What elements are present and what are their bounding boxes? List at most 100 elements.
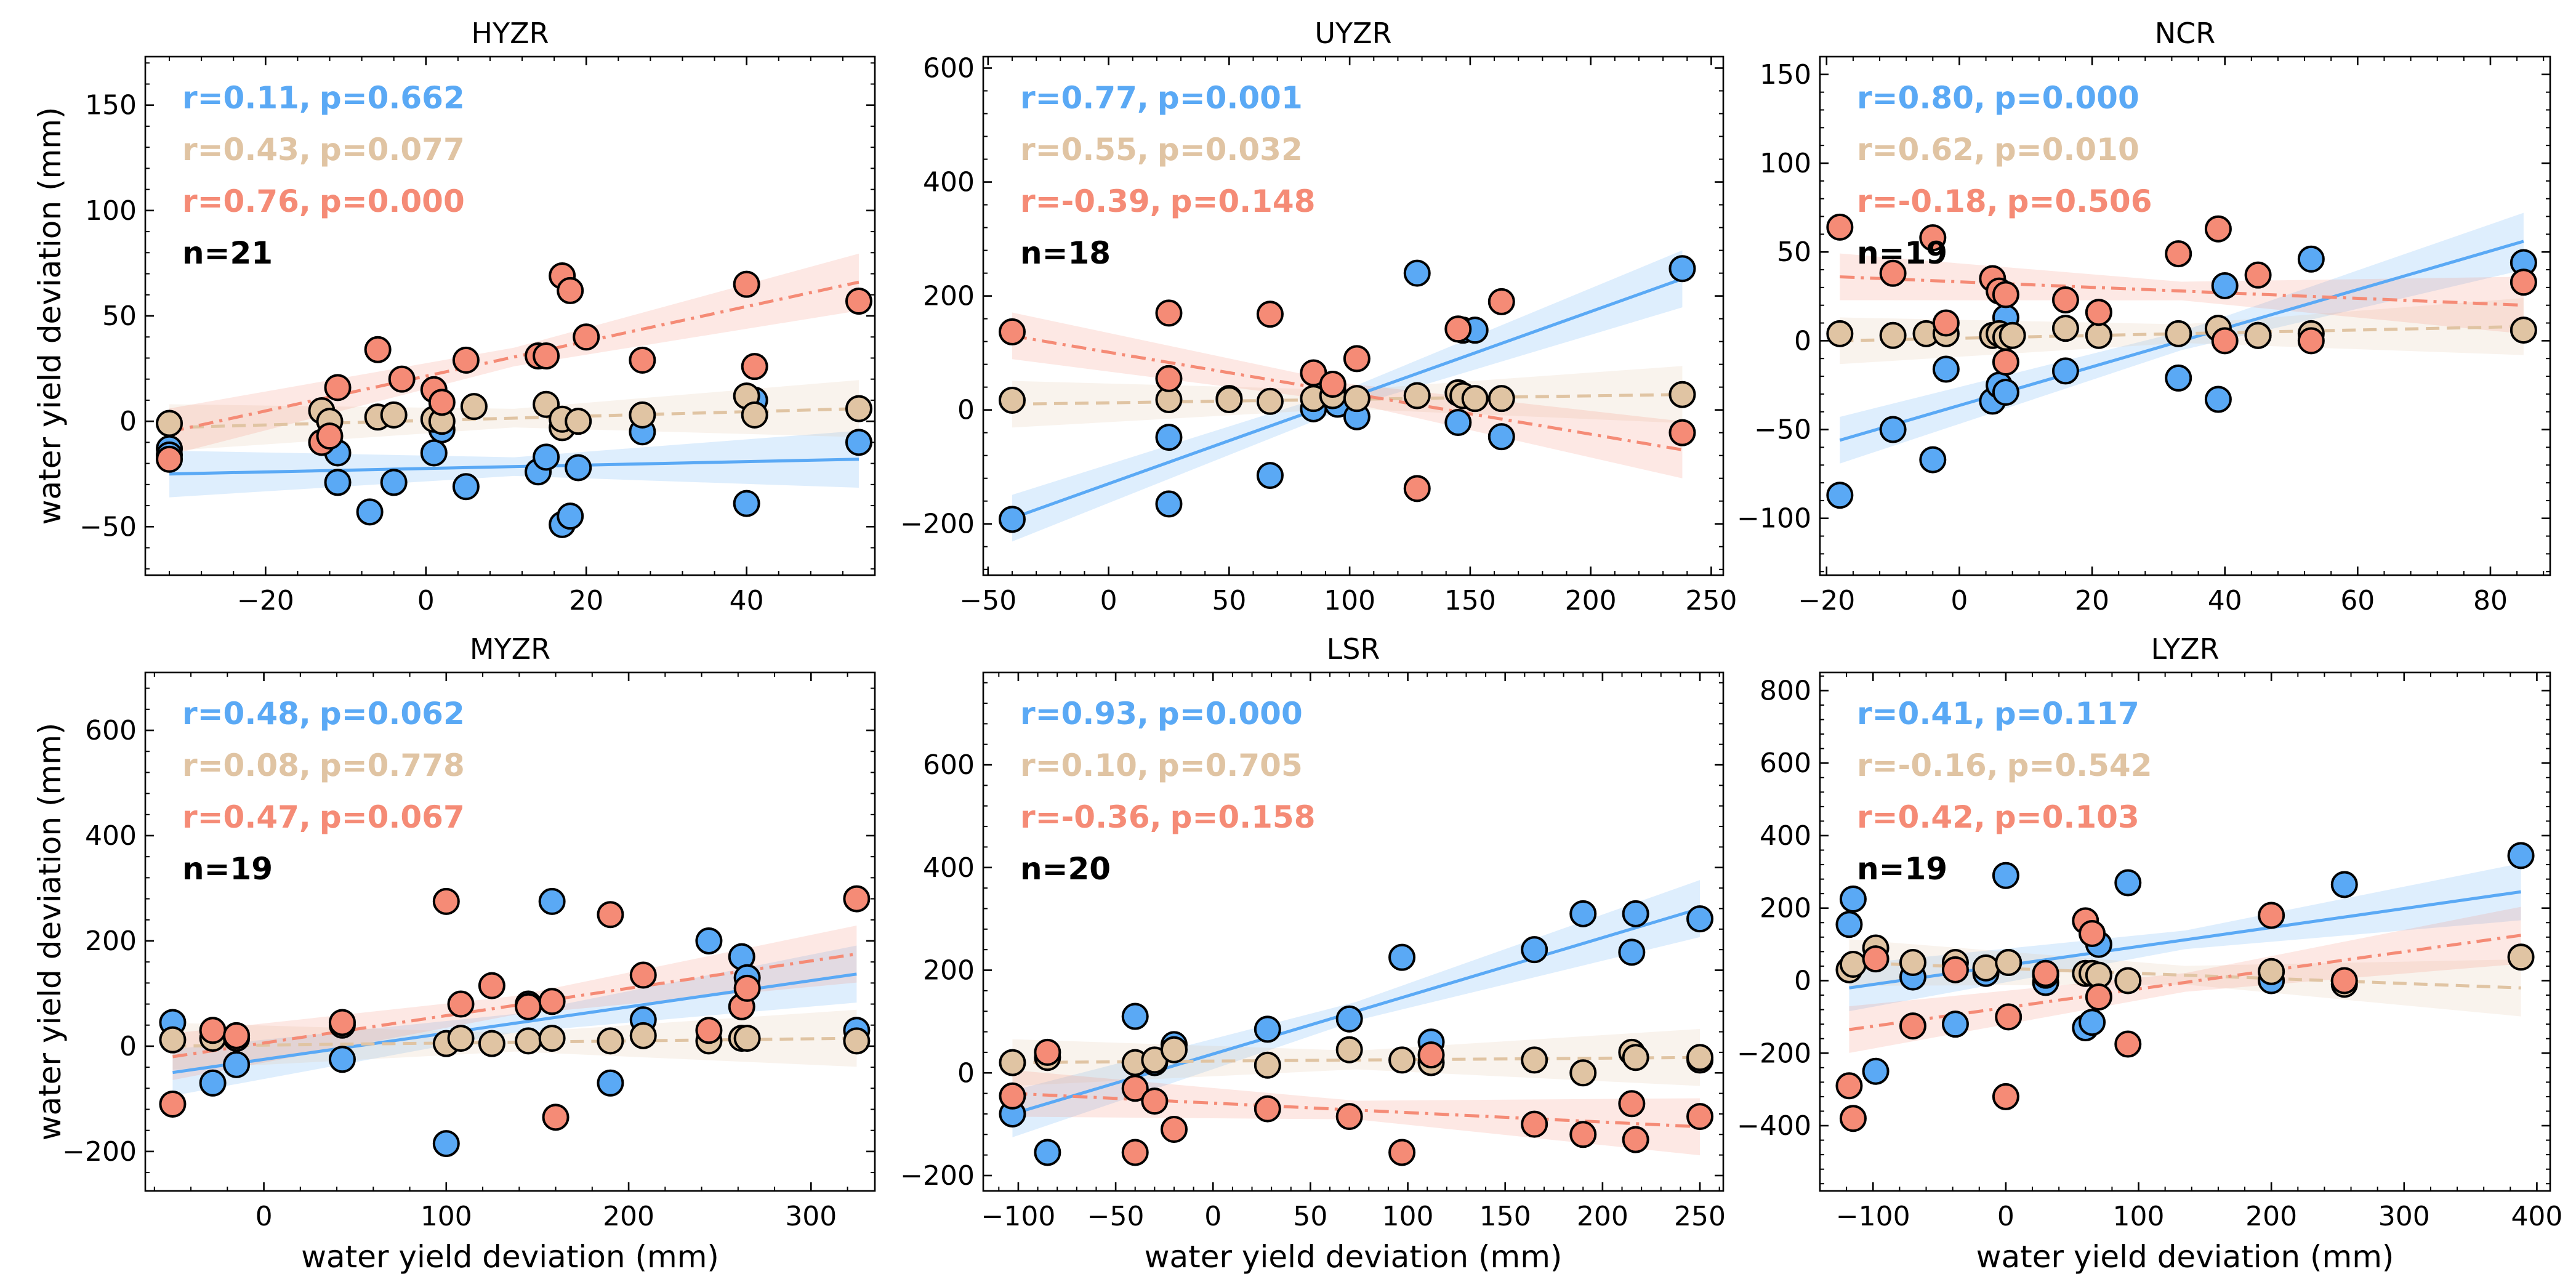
stat-label-1: r=0.41, p=0.117	[1857, 696, 2139, 732]
data-point	[1879, 416, 1907, 443]
panel-title: HYZR	[471, 17, 549, 50]
data-point	[420, 439, 448, 467]
y-tick-label: 600	[923, 53, 975, 84]
stat-r: r=-0.18,	[1857, 184, 1998, 219]
panel-title: LYZR	[2151, 632, 2219, 666]
confidence-band-3	[172, 926, 857, 1080]
data-point	[1141, 1087, 1169, 1115]
data-point	[1826, 320, 1854, 347]
data-point	[1521, 1046, 1548, 1074]
data-point	[1835, 911, 1863, 938]
data-point	[1155, 299, 1183, 327]
data-point	[597, 1069, 624, 1097]
y-tick-label: −200	[62, 1136, 137, 1168]
x-tick-label: 300	[2378, 1201, 2430, 1232]
data-point	[156, 410, 183, 437]
data-point	[2114, 967, 2142, 994]
n-label: n=19	[182, 851, 273, 887]
y-tick-label: 600	[1760, 748, 1811, 779]
x-tick-label: 0	[1997, 1201, 2015, 1232]
data-point	[843, 1027, 871, 1055]
data-point	[1160, 1036, 1188, 1063]
stat-label-1: r=0.48, p=0.062	[182, 696, 465, 732]
stat-p: p=0.000	[1157, 696, 1303, 732]
data-point	[533, 342, 560, 370]
data-point	[2051, 286, 2079, 314]
x-tick-label: 100	[2113, 1201, 2165, 1232]
stat-label-1: r=0.93, p=0.000	[1020, 696, 1303, 732]
data-point	[159, 1090, 187, 1118]
data-point	[695, 1017, 723, 1044]
data-point	[1521, 936, 1548, 964]
stat-p: p=0.148	[1170, 184, 1316, 219]
confidence-band-1	[1849, 863, 2521, 1012]
data-point	[316, 422, 344, 450]
data-point	[2258, 902, 2285, 929]
data-point	[565, 408, 592, 435]
confidence-band-3	[1840, 253, 2524, 334]
x-tick-label: 40	[730, 585, 764, 616]
regression-line-3	[1840, 275, 2524, 307]
stat-label-2: r=0.10, p=0.705	[1020, 748, 1303, 783]
n-label: n=20	[1020, 851, 1111, 887]
y-tick-label: 100	[85, 195, 137, 227]
data-point	[1254, 1095, 1281, 1123]
y-tick-label: 400	[923, 852, 975, 884]
y-tick-label: 100	[1760, 148, 1811, 179]
data-point	[1215, 386, 1243, 414]
stat-p: p=0.067	[320, 799, 465, 835]
stat-p: p=0.117	[1994, 696, 2139, 732]
data-point	[557, 276, 584, 304]
y-tick-label: 50	[102, 301, 137, 332]
y-tick-label: −200	[1737, 1038, 1811, 1069]
data-point	[1569, 1121, 1597, 1148]
data-point	[557, 502, 584, 530]
data-point	[741, 353, 768, 381]
x-tick-label: 0	[256, 1201, 273, 1232]
x-tick-label: 200	[1565, 585, 1617, 616]
y-tick-label: −200	[900, 1160, 975, 1192]
data-point	[845, 429, 872, 456]
data-point	[597, 1027, 624, 1055]
data-point	[2330, 967, 2358, 994]
confidence-band-3	[169, 253, 859, 456]
data-point	[1839, 950, 1867, 978]
x-axis-label: water yield deviation (mm)	[1976, 1239, 2394, 1275]
data-point	[1155, 365, 1183, 392]
data-point	[447, 1025, 475, 1052]
panel-title: UYZR	[1314, 17, 1391, 50]
plot-area	[998, 250, 1696, 542]
data-point	[1992, 348, 2019, 376]
axes-frame	[1819, 671, 2551, 1192]
data-point	[1461, 385, 1489, 413]
data-point	[1254, 1015, 1281, 1043]
data-point	[565, 454, 592, 482]
data-point	[380, 469, 408, 496]
x-tick-label: −100	[981, 1201, 1056, 1232]
data-point	[695, 927, 723, 954]
data-point	[1941, 956, 1969, 983]
data-point	[733, 1025, 761, 1052]
data-point	[1319, 371, 1346, 398]
stat-r: r=0.08,	[182, 748, 311, 783]
data-point	[2204, 215, 2232, 243]
data-point	[998, 386, 1026, 414]
data-point	[328, 1046, 356, 1073]
y-axis-label: water yield deviation (mm)	[32, 723, 68, 1141]
y-tick-label: 50	[1777, 236, 1811, 268]
regression-line-1	[169, 458, 859, 476]
data-point	[199, 1069, 227, 1097]
data-point	[324, 374, 352, 401]
data-point	[1686, 905, 1714, 933]
stat-label-2: r=0.08, p=0.778	[182, 748, 465, 783]
data-point	[1569, 1059, 1597, 1087]
y-tick-label: 150	[1760, 59, 1811, 91]
stat-p: p=0.506	[2007, 184, 2152, 219]
x-tick-label: 250	[1674, 1201, 1726, 1232]
x-tick-label: −20	[237, 585, 294, 616]
data-point	[2165, 240, 2192, 268]
data-point	[2330, 871, 2358, 898]
data-point	[1919, 446, 1947, 474]
data-point	[843, 885, 871, 913]
